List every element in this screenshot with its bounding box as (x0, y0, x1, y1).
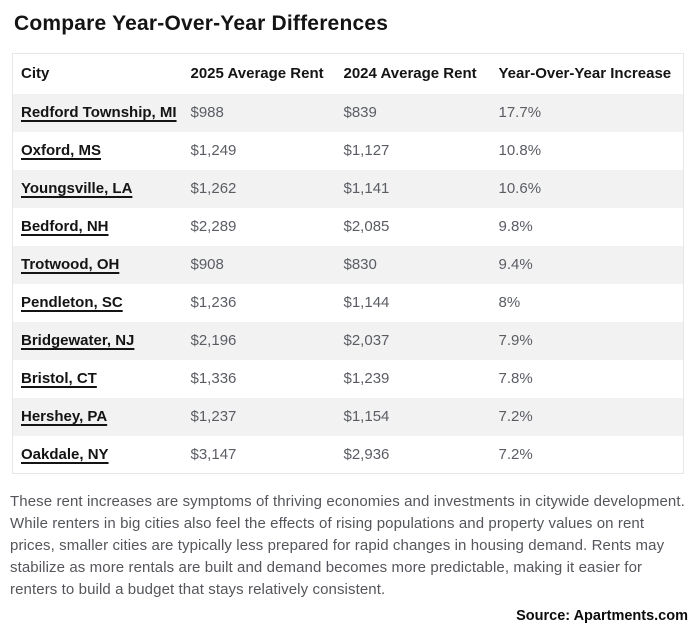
cell-rent-2025: $2,289 (190, 218, 237, 235)
cell-rent-2024: $1,239 (343, 370, 390, 387)
city-link[interactable]: Bedford, NH (21, 218, 109, 235)
table-row: Redford Township, MI $988 $839 17.7% (12, 93, 684, 132)
cell-yoy-increase: 10.6% (498, 180, 542, 197)
table-header-row: City 2025 Average Rent 2024 Average Rent… (12, 53, 684, 94)
description-paragraph: These rent increases are symptoms of thr… (10, 493, 685, 598)
cell-yoy-increase: 17.7% (498, 104, 542, 121)
city-link[interactable]: Trotwood, OH (21, 256, 120, 273)
cell-yoy-increase: 10.8% (498, 142, 542, 159)
cell-rent-2024: $839 (343, 104, 377, 121)
cell-city: Bedford, NH (13, 208, 191, 246)
cell-city: Oakdale, NY (13, 436, 191, 474)
cell-rent-2025: $2,196 (190, 332, 237, 349)
cell-yoy-increase: 7.2% (498, 408, 533, 425)
city-link[interactable]: Hershey, PA (21, 408, 108, 425)
table-row: Bridgewater, NJ $2,196 $2,037 7.9% (12, 321, 684, 360)
cell-city: Bridgewater, NJ (13, 322, 191, 360)
cell-yoy-increase: 7.2% (498, 445, 533, 463)
page-title: Compare Year-Over-Year Differences (14, 12, 389, 35)
table-row: Pendleton, SC $1,236 $1,144 8% (12, 283, 684, 322)
cell-rent-2024: $1,154 (343, 408, 390, 425)
cell-city: Trotwood, OH (13, 246, 191, 284)
city-link[interactable]: Youngsville, LA (21, 180, 133, 197)
table-row: Oakdale, NY $3,147 $2,936 7.2% (12, 435, 684, 474)
cell-city: Bristol, CT (13, 360, 191, 398)
cell-rent-2024: $830 (343, 256, 377, 273)
cell-city: Redford Township, MI (13, 94, 191, 132)
header-2024-average-rent: 2024 Average Rent (343, 53, 499, 94)
city-link[interactable]: Oxford, MS (21, 142, 102, 159)
cell-city: Youngsville, LA (13, 170, 191, 208)
cell-rent-2024: $1,141 (343, 180, 390, 197)
cell-rent-2025: $1,336 (190, 370, 237, 387)
cell-rent-2025: $1,236 (190, 294, 237, 311)
cell-rent-2025: $1,249 (190, 142, 237, 159)
cell-yoy-increase: 9.4% (498, 256, 533, 273)
table-body: Redford Township, MI $988 $839 17.7% Oxf… (12, 93, 684, 474)
table-row: Oxford, MS $1,249 $1,127 10.8% (12, 131, 684, 170)
cell-rent-2025: $1,237 (190, 408, 237, 425)
source-attribution: Source: Apartments.com (516, 608, 688, 624)
table-row: Hershey, PA $1,237 $1,154 7.2% (12, 397, 684, 436)
rent-comparison-table: City 2025 Average Rent 2024 Average Rent… (12, 53, 684, 474)
cell-rent-2025: $3,147 (190, 445, 237, 463)
cell-rent-2025: $1,262 (190, 180, 237, 197)
table-row: Trotwood, OH $908 $830 9.4% (12, 245, 684, 284)
city-link[interactable]: Pendleton, SC (21, 294, 123, 311)
city-link[interactable]: Redford Township, MI (21, 104, 177, 121)
header-city: City (12, 53, 191, 94)
cell-yoy-increase: 7.8% (498, 370, 533, 387)
cell-city: Pendleton, SC (13, 284, 191, 322)
table-row: Bedford, NH $2,289 $2,085 9.8% (12, 207, 684, 246)
cell-city: Oxford, MS (13, 132, 191, 170)
table-row: Bristol, CT $1,336 $1,239 7.8% (12, 359, 684, 398)
cell-rent-2024: $1,127 (343, 142, 390, 159)
table-row: Youngsville, LA $1,262 $1,141 10.6% (12, 169, 684, 208)
city-link[interactable]: Oakdale, NY (21, 445, 109, 463)
table-header: City 2025 Average Rent 2024 Average Rent… (12, 53, 684, 94)
cell-rent-2025: $908 (190, 256, 224, 273)
cell-yoy-increase: 7.9% (498, 332, 533, 349)
header-yoy-increase: Year-Over-Year Increase (498, 53, 684, 94)
cell-rent-2024: $2,936 (343, 445, 390, 463)
cell-yoy-increase: 9.8% (498, 218, 533, 235)
city-link[interactable]: Bristol, CT (21, 370, 97, 387)
city-link[interactable]: Bridgewater, NJ (21, 332, 135, 349)
cell-city: Hershey, PA (13, 398, 191, 436)
cell-rent-2024: $2,037 (343, 332, 390, 349)
cell-rent-2024: $1,144 (343, 294, 390, 311)
header-2025-average-rent: 2025 Average Rent (190, 53, 344, 94)
cell-rent-2025: $988 (190, 104, 224, 121)
cell-yoy-increase: 8% (498, 294, 521, 311)
cell-rent-2024: $2,085 (343, 218, 390, 235)
